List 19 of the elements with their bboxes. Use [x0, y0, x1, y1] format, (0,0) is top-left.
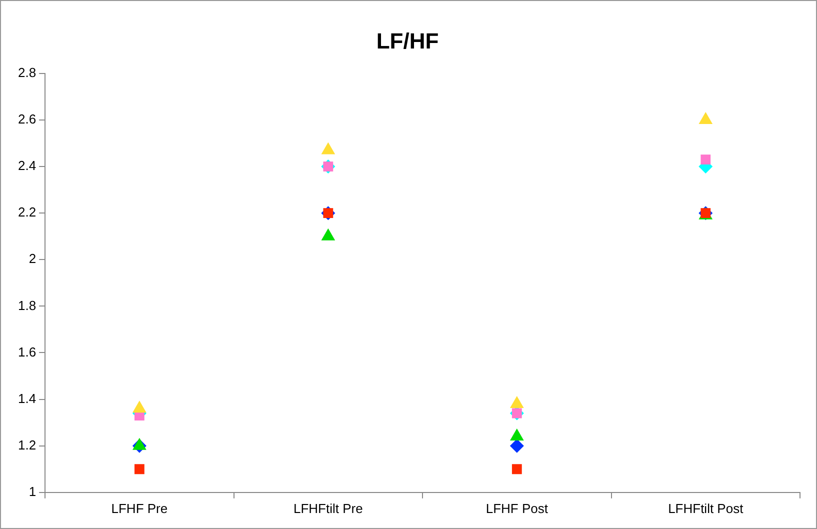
y-tick-label: 2: [28, 251, 36, 266]
x-tick-label: LFHFtilt Post: [668, 500, 744, 516]
y-tick-label: 2.6: [18, 112, 36, 127]
x-tick-label: LFHFtilt Pre: [294, 500, 363, 516]
point: [510, 438, 524, 453]
point: [700, 154, 711, 164]
x-tick-label: LFHF Pre: [111, 500, 168, 516]
y-tick-label: 1.4: [18, 390, 36, 406]
y-tick-label: 1.6: [18, 344, 36, 360]
x-tick-label: LFHF Post: [486, 500, 548, 516]
y-tick-label: 2.4: [18, 158, 36, 174]
point: [512, 464, 522, 474]
point: [134, 464, 144, 474]
y-tick-label: 1.2: [18, 437, 36, 452]
y-tick-label: 2.8: [18, 64, 36, 80]
y-tick-label: 2.2: [18, 204, 36, 220]
chart-title: LF/HF: [376, 28, 439, 54]
y-tick-label: 1.8: [18, 298, 36, 313]
y-tick-label: 1: [28, 484, 36, 499]
